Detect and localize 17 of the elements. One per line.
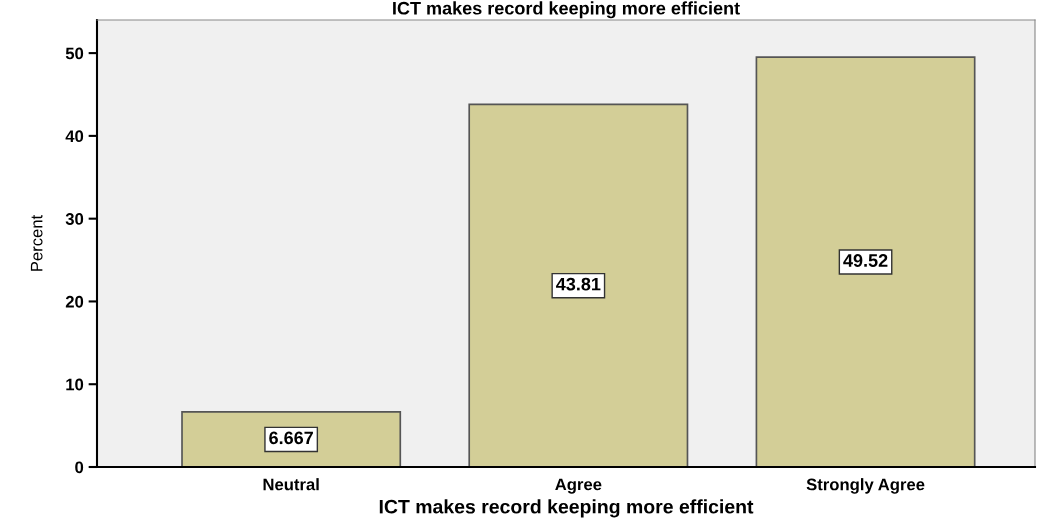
- data-label: 43.81: [556, 277, 601, 291]
- y-tick-label: 10: [66, 378, 84, 391]
- x-tick-label: Strongly Agree: [806, 478, 925, 494]
- chart-title: ICT makes record keeping more efficient: [393, 1, 740, 19]
- x-tick-label: Neutral: [263, 478, 319, 491]
- y-tick-label: 30: [65, 213, 84, 225]
- x-axis-title: ICT makes record keeping more efficient: [379, 499, 754, 518]
- y-tick-label: 0: [75, 461, 84, 474]
- y-tick-label: 20: [65, 295, 84, 308]
- y-tick-label: 40: [65, 130, 84, 143]
- y-axis-title: Percent: [30, 214, 43, 271]
- x-tick-label: Agree: [555, 478, 602, 494]
- data-label: 49.52: [843, 254, 888, 267]
- bar: [468, 103, 689, 467]
- bar: [755, 56, 976, 467]
- y-tick-label: 50: [65, 47, 84, 60]
- data-label: 6.667: [269, 431, 313, 445]
